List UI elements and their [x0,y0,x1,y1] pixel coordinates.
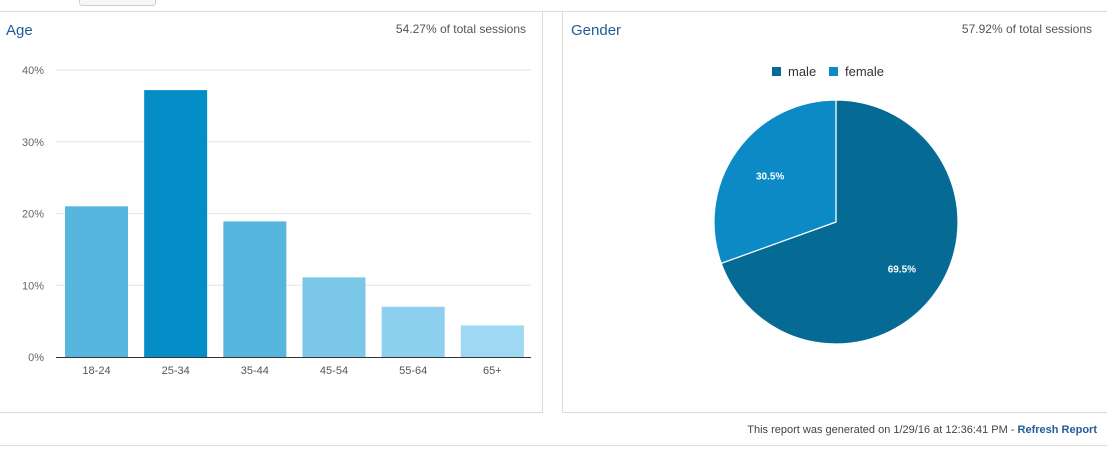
pie-slice-label: 30.5% [756,172,784,183]
pie-slice-male[interactable] [720,99,959,345]
age-panel-title: Age [6,22,33,39]
gender-panel: Gender 57.92% of total sessions male fema… [562,11,1107,413]
legend-item-female[interactable]: female [829,64,884,79]
x-tick-label: 18-24 [82,365,110,377]
legend-swatch [829,67,838,76]
x-tick-label: 65+ [483,365,502,377]
y-tick-label: 0% [28,352,44,364]
gender-panel-title: Gender [571,22,622,39]
bar-45-54[interactable] [302,277,366,357]
legend-item-male[interactable]: male [772,64,816,79]
x-tick-label: 55-64 [399,365,427,377]
y-tick-label: 20% [22,209,44,221]
bar-18-24[interactable] [65,206,128,357]
x-tick-label: 45-54 [320,365,348,377]
y-tick-label: 30% [22,137,44,149]
x-tick-label: 35-44 [241,365,269,377]
pie-slice-label: 69.5% [888,264,916,275]
divider [0,445,1107,446]
divider [0,11,1107,12]
refresh-report-link[interactable]: Refresh Report [1017,424,1097,436]
legend-label: male [788,64,816,79]
age-panel: Age 54.27% of total sessions 0% 10% 20% 30%… [0,11,543,413]
report-generated-text: This report was generated on 1/29/16 at … [747,424,1018,436]
pie-slice-female[interactable] [713,99,837,265]
age-sessions-percent: 54.27% of total sessions [395,22,526,36]
bar-35-44[interactable] [223,221,287,357]
legend-swatch [772,67,781,76]
y-tick-label: 10% [22,280,44,292]
y-tick-label: 40% [22,65,44,77]
toolbar-button[interactable] [79,0,156,6]
gender-sessions-percent: 57.92% of total sessions [961,22,1092,36]
legend-label: female [845,64,884,79]
report-footer: This report was generated on 1/29/16 at … [747,424,1097,436]
gender-pie-chart: male female 69.5% 30.5% [713,64,959,345]
bar-55-64[interactable] [381,306,445,357]
bar-25-34[interactable] [144,90,208,357]
age-bar-chart: 0% 10% 20% 30% 40% 18-24 25-34 35-44 45-54 55-64 6… [22,65,531,377]
x-tick-label: 25-34 [162,365,190,377]
bar-65+[interactable] [460,325,524,357]
